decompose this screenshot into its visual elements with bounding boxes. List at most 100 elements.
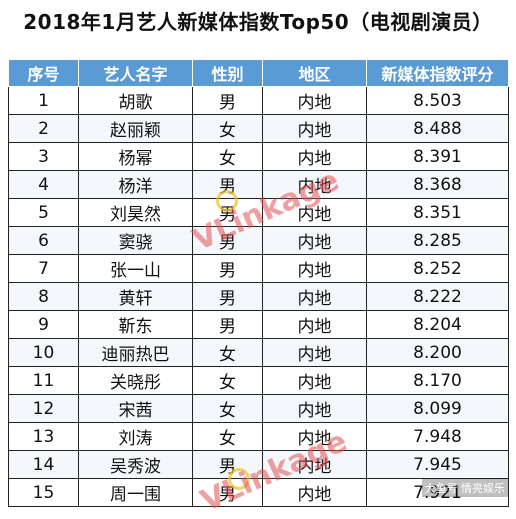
score-cell: 8.503 xyxy=(366,86,509,115)
artist-name-cell: 刘涛 xyxy=(78,422,193,451)
table-row: 6 窦骁男内地 8.285 xyxy=(8,226,509,255)
table-row: 8 黄轩男内地 8.222 xyxy=(8,282,509,311)
table-row: 4 杨洋男内地 8.368 xyxy=(8,170,509,199)
score-cell: 7.948 xyxy=(366,422,509,451)
score-cell: 7.945 xyxy=(366,450,509,479)
score-cell: 8.200 xyxy=(366,338,509,367)
gender-cell: 男 xyxy=(192,450,263,479)
rank-cell: 10 xyxy=(8,338,79,367)
region-cell: 内地 xyxy=(262,478,367,507)
artist-name-cell: 张一山 xyxy=(78,254,193,283)
gender-cell: 女 xyxy=(192,366,263,395)
region-cell: 内地 xyxy=(262,254,367,283)
ranking-table: 序号 艺人名字 性别 地区 新媒体指数评分 1 胡歌男内地 8.503 2 赵丽颖女内地… xyxy=(8,59,509,507)
table-row: 13 刘涛女内地 7.948 xyxy=(8,422,509,451)
region-cell: 内地 xyxy=(262,338,367,367)
rank-cell: 14 xyxy=(8,450,79,479)
rank-cell: 4 xyxy=(8,170,79,199)
gender-cell: 女 xyxy=(192,338,263,367)
header-artist-name: 艺人名字 xyxy=(78,59,193,87)
artist-name-cell: 赵丽颖 xyxy=(78,114,193,143)
artist-name-cell: 靳东 xyxy=(78,310,193,339)
table-row: 3 杨幂女内地 8.391 xyxy=(8,142,509,171)
table-row: 11 关晓彤女内地 8.170 xyxy=(8,366,509,395)
table-row: 15 周一围男内地 7.921 xyxy=(8,478,509,507)
region-cell: 内地 xyxy=(262,310,367,339)
artist-name-cell: 宋茜 xyxy=(78,394,193,423)
region-cell: 内地 xyxy=(262,142,367,171)
table-header-row: 序号 艺人名字 性别 地区 新媒体指数评分 xyxy=(8,59,509,87)
score-cell: 8.099 xyxy=(366,394,509,423)
score-cell: 8.222 xyxy=(366,282,509,311)
gender-cell: 男 xyxy=(192,170,263,199)
region-cell: 内地 xyxy=(262,86,367,115)
header-rank: 序号 xyxy=(8,59,79,87)
artist-name-cell: 迪丽热巴 xyxy=(78,338,193,367)
table-row: 7 张一山男内地 8.252 xyxy=(8,254,509,283)
artist-name-cell: 杨幂 xyxy=(78,142,193,171)
gender-cell: 男 xyxy=(192,310,263,339)
rank-cell: 13 xyxy=(8,422,79,451)
table-body: 1 胡歌男内地 8.503 2 赵丽颖女内地 8.488 3 杨幂女内地 8.391 4 杨洋男内地… xyxy=(8,86,509,507)
score-cell: 8.252 xyxy=(366,254,509,283)
rank-cell: 12 xyxy=(8,394,79,423)
gender-cell: 女 xyxy=(192,142,263,171)
page-title: 2018年1月艺人新媒体指数Top50（电视剧演员） xyxy=(23,10,493,34)
rank-cell: 5 xyxy=(8,198,79,227)
gender-cell: 男 xyxy=(192,282,263,311)
region-cell: 内地 xyxy=(262,394,367,423)
table-row: 10 迪丽热巴女内地 8.200 xyxy=(8,338,509,367)
artist-name-cell: 黄轩 xyxy=(78,282,193,311)
table-row: 1 胡歌男内地 8.503 xyxy=(8,86,509,115)
score-cell: 8.170 xyxy=(366,366,509,395)
rank-cell: 2 xyxy=(8,114,79,143)
rank-cell: 3 xyxy=(8,142,79,171)
header-region: 地区 xyxy=(262,59,367,87)
table-row: 14 吴秀波男内地 7.945 xyxy=(8,450,509,479)
score-cell: 8.488 xyxy=(366,114,509,143)
table-row: 9 靳东男内地 8.204 xyxy=(8,310,509,339)
table-row: 5 刘昊然男内地 8.351 xyxy=(8,198,509,227)
score-cell: 8.351 xyxy=(366,198,509,227)
rank-cell: 6 xyxy=(8,226,79,255)
region-cell: 内地 xyxy=(262,422,367,451)
region-cell: 内地 xyxy=(262,114,367,143)
score-cell: 8.204 xyxy=(366,310,509,339)
region-cell: 内地 xyxy=(262,450,367,479)
score-cell: 8.391 xyxy=(366,142,509,171)
region-cell: 内地 xyxy=(262,282,367,311)
gender-cell: 男 xyxy=(192,226,263,255)
rank-cell: 8 xyxy=(8,282,79,311)
artist-name-cell: 杨洋 xyxy=(78,170,193,199)
table-row: 2 赵丽颖女内地 8.488 xyxy=(8,114,509,143)
gender-cell: 女 xyxy=(192,394,263,423)
rank-cell: 9 xyxy=(8,310,79,339)
rank-cell: 15 xyxy=(8,478,79,507)
gender-cell: 女 xyxy=(192,114,263,143)
header-gender: 性别 xyxy=(192,59,263,87)
gender-cell: 男 xyxy=(192,478,263,507)
gender-cell: 男 xyxy=(192,198,263,227)
artist-name-cell: 窦骁 xyxy=(78,226,193,255)
region-cell: 内地 xyxy=(262,198,367,227)
gender-cell: 女 xyxy=(192,422,263,451)
header-score: 新媒体指数评分 xyxy=(366,59,509,87)
source-watermark: 大鱼号 情亮娱乐 xyxy=(421,479,508,497)
artist-name-cell: 关晓彤 xyxy=(78,366,193,395)
score-cell: 8.285 xyxy=(366,226,509,255)
region-cell: 内地 xyxy=(262,366,367,395)
artist-name-cell: 胡歌 xyxy=(78,86,193,115)
rank-cell: 1 xyxy=(8,86,79,115)
region-cell: 内地 xyxy=(262,226,367,255)
table-row: 12 宋茜女内地 8.099 xyxy=(8,394,509,423)
artist-name-cell: 刘昊然 xyxy=(78,198,193,227)
artist-name-cell: 吴秀波 xyxy=(78,450,193,479)
rank-cell: 7 xyxy=(8,254,79,283)
score-cell: 7.921 xyxy=(366,478,509,507)
score-cell: 8.368 xyxy=(366,170,509,199)
region-cell: 内地 xyxy=(262,170,367,199)
gender-cell: 男 xyxy=(192,254,263,283)
rank-cell: 11 xyxy=(8,366,79,395)
gender-cell: 男 xyxy=(192,86,263,115)
artist-name-cell: 周一围 xyxy=(78,478,193,507)
